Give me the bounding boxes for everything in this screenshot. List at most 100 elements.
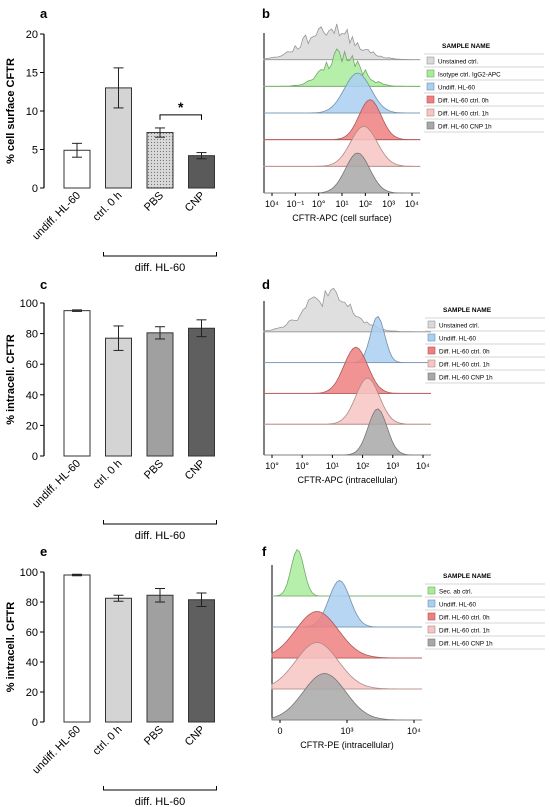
y-axis-label: % intracell. CFTR — [5, 602, 17, 693]
legend-entry: Unstained ctrl. — [438, 59, 478, 66]
y-tick-label: 20 — [26, 420, 38, 432]
bar-chart-a: 0 5 10 15 20 % cell surface CFTR undiff. HL-60… — [5, 29, 217, 274]
bar-3 — [188, 327, 215, 457]
panel-label-e: e — [40, 544, 47, 559]
bar-3 — [188, 155, 215, 189]
x-tick-label: 10³ — [382, 199, 395, 209]
bar-0 — [63, 310, 91, 457]
histogram-series-4 — [264, 408, 431, 456]
y-tick-label: 80 — [26, 597, 38, 609]
x-tick-label: 10⁴ — [416, 461, 430, 471]
histogram-series-3 — [263, 99, 421, 141]
legend-swatch — [427, 638, 436, 647]
panel-label-c: c — [40, 277, 47, 292]
legend-swatch — [427, 346, 436, 355]
legend-swatch — [427, 599, 436, 608]
y-tick-label: 10 — [26, 106, 38, 118]
y-tick-label: 60 — [26, 627, 38, 639]
group-label: diff. HL-60 — [135, 796, 186, 807]
significance-bracket — [159, 114, 202, 120]
legend-entry: Diff. HL-60 CNP 1h — [439, 641, 493, 648]
legend-entry: Undiff. HL-60 — [438, 85, 475, 92]
legend-swatch — [426, 121, 435, 130]
x-axis-label: CFTR-PE (intracellular) — [300, 740, 394, 750]
y-tick-label: 15 — [26, 68, 38, 80]
x-axis-label: CFTR-APC (intracellular) — [297, 475, 397, 485]
legend-swatch — [426, 108, 435, 117]
x-tick-label: CNP — [183, 724, 208, 749]
legend-swatch — [427, 359, 436, 368]
histogram-series-4 — [263, 126, 421, 167]
histogram-series-2 — [264, 346, 431, 394]
group-bracket — [103, 520, 217, 525]
histogram-series-4 — [271, 673, 422, 721]
panel-label-a: a — [40, 6, 48, 21]
legend-swatch — [426, 95, 435, 104]
y-tick-label: 100 — [20, 567, 38, 579]
x-tick-label: 10⁴ — [405, 199, 419, 209]
histogram-series-5 — [264, 152, 420, 194]
panel-label-f: f — [262, 544, 267, 559]
y-tick-label: 0 — [32, 717, 38, 729]
bar-2 — [146, 332, 174, 457]
legend-swatch — [426, 56, 435, 65]
histogram-panel-f: 0 10³ 10⁴ CFTR-PE (intracellular) SAMPLE NAM… — [271, 548, 545, 750]
legend-entry: Diff. HL-60 ctrl. 1h — [439, 628, 490, 635]
x-tick-label: 10° — [295, 461, 309, 471]
legend-swatch — [426, 82, 435, 91]
histogram-series-0 — [263, 287, 431, 333]
y-tick-label: 40 — [26, 390, 38, 402]
histogram-series-1 — [263, 48, 421, 87]
bar-1 — [105, 337, 132, 457]
bar-1 — [105, 597, 132, 723]
y-tick-label: 60 — [26, 359, 38, 371]
x-tick-label: ctrl. 0 h — [91, 458, 125, 492]
x-tick-label: PBS — [142, 190, 166, 214]
y-tick-label: 0 — [32, 183, 38, 195]
y-tick-label: 20 — [26, 687, 38, 699]
legend-entry: Diff. HL-60 CNP 1h — [439, 375, 493, 382]
legend-entry: Undiff. HL-60 — [439, 336, 476, 343]
y-tick-label: 5 — [32, 145, 38, 157]
x-tick-label: 10⁴ — [265, 199, 279, 209]
x-tick-label: 0 — [277, 726, 282, 736]
y-tick-label: 100 — [20, 298, 38, 310]
panel-label-b: b — [262, 6, 270, 21]
y-axis-label: % intracell. CFTR — [5, 334, 17, 425]
significance-star: * — [178, 99, 184, 115]
x-tick-label: 10² — [359, 199, 372, 209]
x-tick-label: undiff. HL-60 — [30, 458, 83, 511]
y-axis-label: % cell surface CFTR — [5, 58, 17, 164]
bar-chart-c: 0 20 40 60 80 100 % intracell. CFTR undiff. HL-… — [5, 298, 217, 542]
bar-3 — [188, 599, 215, 723]
x-tick-label: undiff. HL-60 — [30, 190, 83, 243]
legend-entry: Isotype ctrl. IgG2-APC — [438, 72, 501, 79]
legend-entry: Sec. ab ctrl. — [439, 589, 472, 596]
histogram-series-3 — [271, 642, 422, 690]
legend-swatch — [427, 612, 436, 621]
legend-swatch — [427, 625, 436, 634]
histogram-panel-b: 10⁴ 10⁻¹ 10° 10¹ 10² 10³ 10⁴ CFTR-APC (cell sur… — [263, 23, 544, 223]
legend-title: SAMPLE NAME — [442, 43, 491, 50]
group-bracket — [103, 252, 217, 257]
legend-swatch — [427, 333, 436, 342]
histogram-series-3 — [264, 377, 431, 425]
group-bracket — [103, 786, 217, 791]
x-tick-label: CNP — [183, 190, 208, 215]
x-tick-label: 10⁴ — [407, 726, 421, 736]
y-tick-label: 80 — [26, 329, 38, 341]
legend-swatch — [427, 586, 436, 595]
bar-chart-e: 0 20 40 60 80 100 % intracell. CFTR undiff. HL-… — [5, 567, 217, 807]
x-axis-label: CFTR-APC (cell surface) — [292, 213, 392, 223]
legend-swatch — [427, 320, 436, 329]
panel-label-d: d — [262, 277, 270, 292]
x-tick-label: 10° — [312, 199, 326, 209]
x-tick-label: CNP — [183, 458, 208, 483]
legend-entry: Diff. HL-60 ctrl. 0h — [439, 349, 490, 356]
legend-title: SAMPLE NAME — [443, 573, 492, 580]
legend-title: SAMPLE NAME — [443, 307, 492, 314]
bar-0 — [63, 574, 91, 723]
bar-2 — [146, 132, 174, 189]
x-tick-label: 10⁻¹ — [286, 199, 304, 209]
